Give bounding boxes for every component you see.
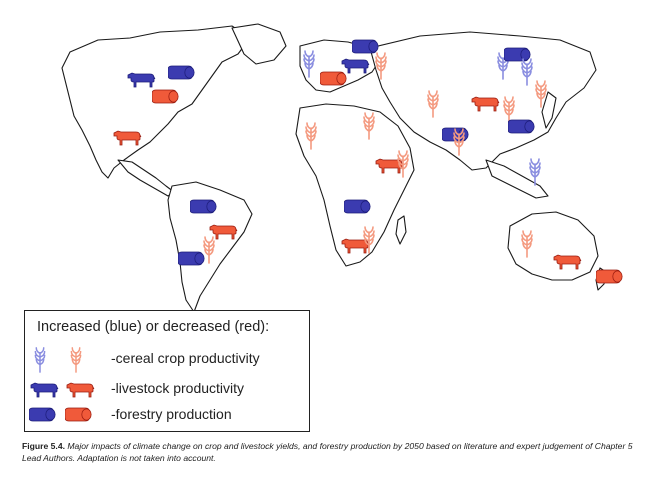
cow-icon [29,380,59,398]
log-bundle-icon [29,406,57,423]
central-america [117,159,175,197]
figure-caption: Figure 5.4. Major impacts of climate cha… [22,440,642,464]
australia [507,211,599,281]
forestry-increase-marker [344,199,371,214]
japan [541,91,557,129]
legend-label: -forestry production [111,406,232,422]
forestry-decrease-marker [320,71,347,86]
legend-item-livestock: -livestock productivity [25,377,305,401]
log-bundle-icon [65,406,93,423]
forestry-decrease-marker [596,269,623,284]
legend-title: Increased (blue) or decreased (red): [37,319,270,335]
map-legend: Increased (blue) or decreased (red): -ce… [24,310,310,432]
legend-label: -cereal crop productivity [111,350,260,366]
greenland [231,23,287,65]
southeast-asia [485,159,549,199]
forestry-increase-marker [178,251,205,266]
wheat-icon [69,347,83,373]
caption-text: Major impacts of climate change on crop … [22,441,633,463]
africa [295,103,415,267]
cow-icon [65,380,95,398]
forestry-increase-marker [168,65,195,80]
forestry-decrease-marker [152,89,179,104]
forestry-increase-marker [352,39,379,54]
legend-label: -livestock productivity [111,380,245,396]
legend-item-forestry: -forestry production [25,403,305,427]
madagascar [395,215,407,245]
forestry-increase-marker [504,47,531,62]
legend-item-cereal: -cereal crop productivity [25,347,305,371]
forestry-increase-marker [190,199,217,214]
forestry-increase-marker [508,119,535,134]
wheat-icon [33,347,47,373]
figure-label: Figure 5.4. [22,441,65,451]
